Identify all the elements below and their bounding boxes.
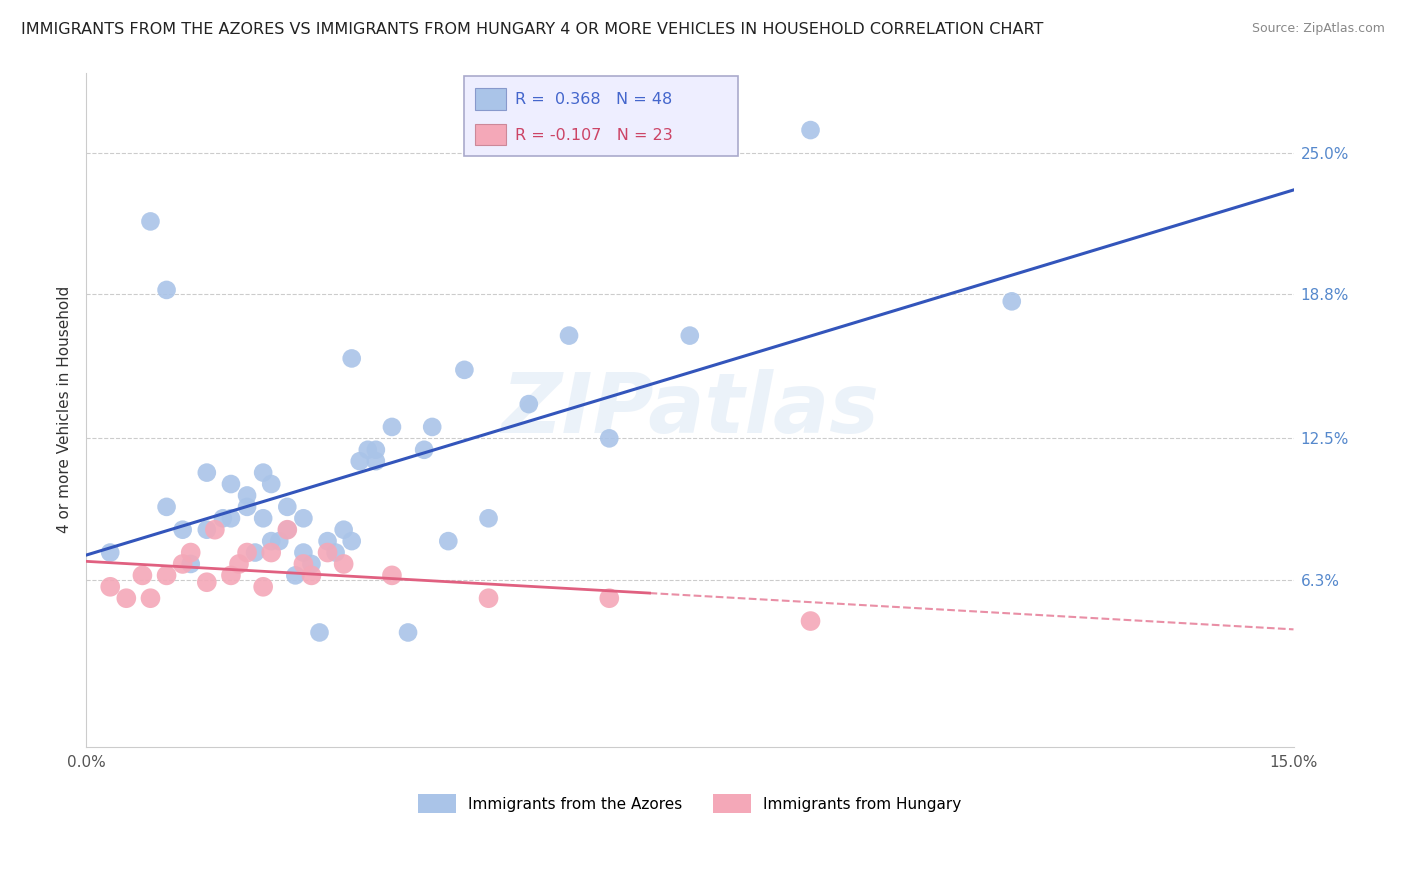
Point <box>219 477 242 491</box>
Point <box>139 591 162 606</box>
Point <box>598 431 620 445</box>
Point <box>301 568 323 582</box>
Point <box>381 420 404 434</box>
Point <box>252 466 274 480</box>
Text: Source: ZipAtlas.com: Source: ZipAtlas.com <box>1251 22 1385 36</box>
Point <box>269 534 291 549</box>
Point <box>477 511 499 525</box>
Point <box>219 568 242 582</box>
Text: IMMIGRANTS FROM THE AZORES VS IMMIGRANTS FROM HUNGARY 4 OR MORE VEHICLES IN HOUS: IMMIGRANTS FROM THE AZORES VS IMMIGRANTS… <box>21 22 1043 37</box>
Point <box>236 488 259 502</box>
Point <box>292 511 315 525</box>
Point <box>260 534 283 549</box>
Point <box>236 500 259 514</box>
Point <box>252 580 274 594</box>
Point <box>236 545 259 559</box>
Point <box>204 523 226 537</box>
Point <box>340 351 363 366</box>
Point <box>364 454 387 468</box>
Point <box>155 283 177 297</box>
Y-axis label: 4 or more Vehicles in Household: 4 or more Vehicles in Household <box>58 286 72 533</box>
Point <box>155 568 177 582</box>
Point <box>243 545 266 559</box>
Point <box>340 534 363 549</box>
Point <box>260 545 283 559</box>
Point <box>276 523 298 537</box>
Point <box>799 614 821 628</box>
Text: R =  0.368   N = 48: R = 0.368 N = 48 <box>515 92 672 107</box>
Point <box>252 511 274 525</box>
Point <box>139 214 162 228</box>
Point <box>228 557 250 571</box>
Point <box>131 568 153 582</box>
Point <box>172 557 194 571</box>
Point <box>195 466 218 480</box>
Point <box>172 523 194 537</box>
Point <box>364 442 387 457</box>
Point <box>180 557 202 571</box>
Point <box>396 625 419 640</box>
Point <box>598 591 620 606</box>
Point <box>219 511 242 525</box>
Point <box>308 625 330 640</box>
Text: R = -0.107   N = 23: R = -0.107 N = 23 <box>515 128 672 143</box>
Point <box>799 123 821 137</box>
Point <box>332 523 354 537</box>
Point <box>517 397 540 411</box>
Point <box>558 328 581 343</box>
Point <box>349 454 371 468</box>
Point <box>316 545 339 559</box>
Point <box>115 591 138 606</box>
Point <box>679 328 702 343</box>
Point <box>325 545 347 559</box>
Point <box>155 500 177 514</box>
Point <box>453 363 475 377</box>
Point <box>332 557 354 571</box>
Point <box>292 557 315 571</box>
Point <box>212 511 235 525</box>
Point <box>477 591 499 606</box>
Point <box>413 442 436 457</box>
Point <box>195 575 218 590</box>
Point <box>420 420 443 434</box>
Point <box>260 477 283 491</box>
Point <box>98 545 121 559</box>
Point <box>276 500 298 514</box>
Point <box>276 523 298 537</box>
Point <box>381 568 404 582</box>
Point <box>98 580 121 594</box>
Point <box>292 545 315 559</box>
Point <box>316 534 339 549</box>
Point <box>357 442 380 457</box>
Point <box>1001 294 1024 309</box>
Legend: Immigrants from the Azores, Immigrants from Hungary: Immigrants from the Azores, Immigrants f… <box>418 795 962 814</box>
Point <box>437 534 460 549</box>
Point <box>180 545 202 559</box>
Point <box>301 557 323 571</box>
Point <box>195 523 218 537</box>
Point <box>284 568 307 582</box>
Text: ZIPatlas: ZIPatlas <box>501 369 879 450</box>
